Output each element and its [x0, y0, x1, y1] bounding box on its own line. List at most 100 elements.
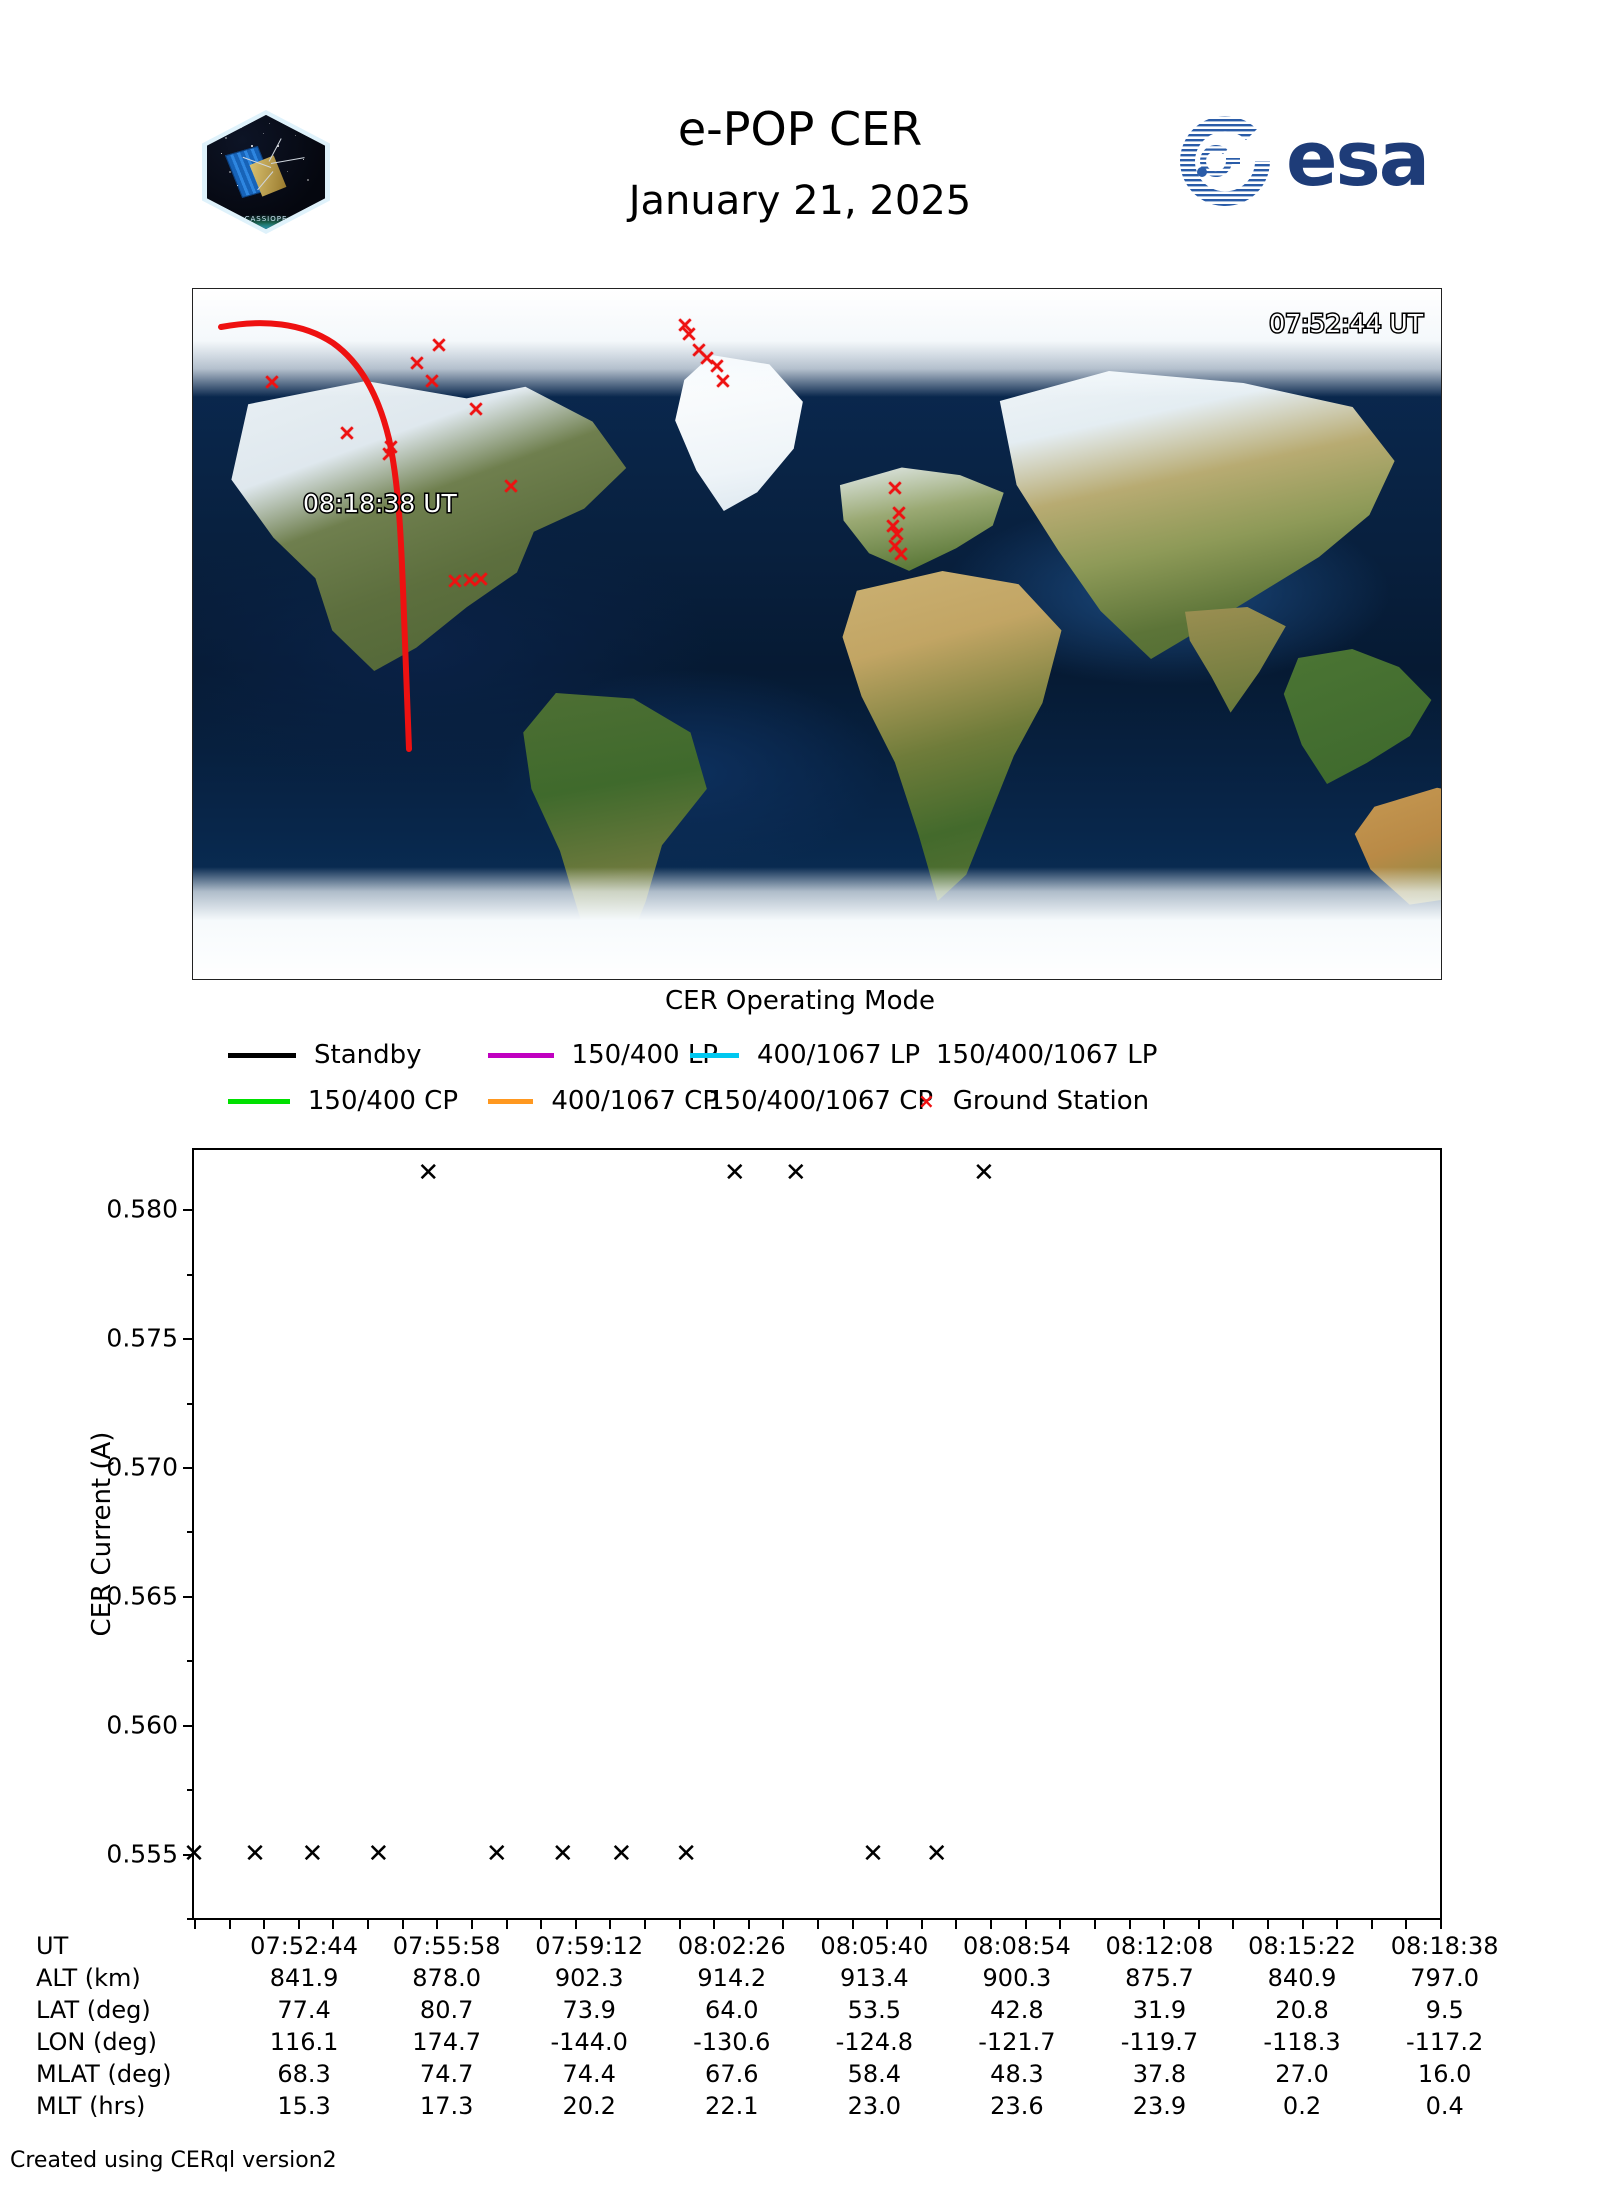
y-axis-tick: [183, 1724, 194, 1727]
x-axis-tick: [401, 1918, 404, 1929]
data-point-marker: ✕: [183, 1838, 205, 1869]
table-row: LON (deg) 116.1 174.7 -144.0 -130.6 -124.8 -12…: [36, 2026, 1516, 2058]
table-cell: 42.8: [990, 1996, 1044, 2024]
ground-station-marker-icon: ×: [675, 313, 695, 338]
table-row: MLT (hrs) 15.3 17.3 20.2 22.1 23.0 23.6 23.9 0.2…: [36, 2090, 1516, 2122]
ground-station-marker-icon: ×: [445, 569, 465, 594]
x-axis-tick: [1232, 1918, 1235, 1929]
legend-item: × Ground Station: [918, 1086, 1150, 1116]
table-cell: 77.4: [277, 1996, 331, 2024]
table-cell: 840.9: [1267, 1964, 1337, 1992]
y-axis-tick-label: 0.565: [106, 1581, 178, 1611]
table-cell: 80.7: [419, 1996, 474, 2024]
ground-station-marker-icon: ×: [422, 369, 442, 394]
y-axis-minor-tick: [187, 1273, 194, 1276]
table-cell: 20.8: [1275, 1996, 1329, 2024]
legend-item: 150/400 LP: [488, 1040, 718, 1070]
table-cell: 841.9: [269, 1964, 339, 1992]
table-cell: 23.6: [990, 2092, 1044, 2120]
table-cell: 74.4: [562, 2060, 616, 2088]
table-row: ALT (km) 841.9 878.0 902.3 914.2 913.4 900.3 87…: [36, 1962, 1516, 1994]
x-axis-tick: [1024, 1918, 1027, 1929]
table-cell: 913.4: [839, 1964, 909, 1992]
table-cell: 174.7: [412, 2028, 481, 2056]
x-axis-tick: [1128, 1918, 1131, 1929]
table-cell: 116.1: [269, 2028, 339, 2056]
table-row-label: LON (deg): [36, 2028, 157, 2056]
table-cell: 20.2: [562, 2092, 616, 2120]
page-date: January 21, 2025: [628, 178, 972, 224]
ground-station-marker-icon: ×: [407, 351, 427, 376]
y-axis-tick: [183, 1466, 194, 1469]
legend-item: 400/1067 CP: [488, 1086, 718, 1116]
x-axis-tick: [678, 1918, 681, 1929]
legend-color-swatch: [690, 1052, 740, 1058]
ground-station-marker-icon: ×: [887, 522, 907, 547]
y-axis-tick: [183, 1853, 194, 1856]
table-cell: 74.7: [419, 2060, 474, 2088]
mission-logo-caption: CASSIOPE: [244, 215, 288, 223]
legend-row-top: Standby 150/400 LP 400/1067 LP 150/400/1067…: [0, 1032, 1600, 1078]
table-cell: 875.7: [1125, 1964, 1194, 1992]
table-row: UT 07:52:44 07:55:58 07:59:12 08:02:26 08:05:…: [36, 1930, 1516, 1962]
world-map-panel: × × × × × × × × × × × × × × × × × × × × × × × × 07:52:44 UT 08:…: [192, 288, 1442, 980]
data-point-marker: ✕: [784, 1158, 807, 1189]
ground-station-marker-icon: ×: [262, 370, 282, 395]
ground-station-marker-icon: ×: [337, 421, 357, 446]
legend-item: 150/400 CP: [228, 1086, 458, 1116]
table-cell: 67.6: [705, 2060, 759, 2088]
legend-item: 150/400/1067 LP: [918, 1040, 1157, 1070]
table-cell: 0.4: [1425, 2092, 1464, 2120]
ephemeris-table: UT 07:52:44 07:55:58 07:59:12 08:02:26 08:05:…: [0, 1930, 1600, 2122]
x-axis-tick: [505, 1918, 508, 1929]
table-cell: 73.9: [562, 1996, 616, 2024]
y-axis-tick-label: 0.580: [106, 1194, 178, 1224]
x-axis-tick: [540, 1918, 543, 1929]
table-cell: 0.2: [1282, 2092, 1322, 2120]
data-point-marker: ✕: [675, 1838, 698, 1869]
x-axis-tick: [955, 1918, 958, 1929]
x-axis-tick: [1197, 1918, 1200, 1929]
legend-item: Standby: [228, 1040, 458, 1070]
world-map-image: [193, 289, 1441, 979]
y-axis-minor-tick: [187, 1402, 194, 1405]
legend-label: 150/400 CP: [307, 1086, 458, 1116]
x-axis-tick: [609, 1918, 612, 1929]
table-cell: 08:08:54: [962, 1932, 1071, 1960]
table-cell: 08:18:38: [1390, 1932, 1499, 1960]
table-cell: 08:12:08: [1105, 1932, 1214, 1960]
y-axis-minor-tick: [187, 1789, 194, 1792]
x-axis-tick: [1370, 1918, 1373, 1929]
table-cell: -118.3: [1263, 2028, 1341, 2056]
ground-station-marker-icon: ×: [885, 476, 905, 501]
ground-station-marker-icon: ×: [466, 397, 486, 422]
y-axis-tick-label: 0.570: [106, 1452, 178, 1482]
y-axis-tick: [183, 1338, 194, 1341]
data-point-marker: ✕: [244, 1838, 266, 1869]
map-end-time-label: 08:18:38 UT: [302, 488, 459, 520]
legend-label: 150/400/1067 CP: [708, 1086, 934, 1116]
ground-station-marker-icon: ×: [471, 567, 491, 592]
x-axis-tick: [470, 1918, 473, 1929]
table-cell: 17.3: [419, 2092, 474, 2120]
x-axis-tick: [920, 1918, 923, 1929]
x-axis-tick: [1440, 1918, 1442, 1929]
table-cell: 08:05:40: [820, 1932, 929, 1960]
legend-label: Ground Station: [952, 1086, 1150, 1116]
ground-station-marker-icon: ×: [689, 338, 709, 363]
ground-station-marker-icon: ×: [889, 501, 909, 526]
table-row-label: UT: [36, 1932, 69, 1960]
x-axis-tick: [263, 1918, 266, 1929]
y-axis-minor-tick: [187, 1918, 194, 1920]
table-cell: 48.3: [990, 2060, 1044, 2088]
x-axis-tick: [713, 1918, 716, 1929]
x-axis-tick: [1266, 1918, 1269, 1929]
ground-station-marker-icon: ×: [885, 534, 905, 559]
operating-mode-legend: Standby 150/400 LP 400/1067 LP 150/400/1067…: [0, 1032, 1600, 1124]
x-axis-tick: [747, 1918, 750, 1929]
x-axis-tick: [332, 1918, 335, 1929]
table-cell: 15.3: [277, 2092, 331, 2120]
y-axis-label: CER Current (A): [87, 1431, 117, 1637]
table-cell: 900.3: [982, 1964, 1052, 1992]
